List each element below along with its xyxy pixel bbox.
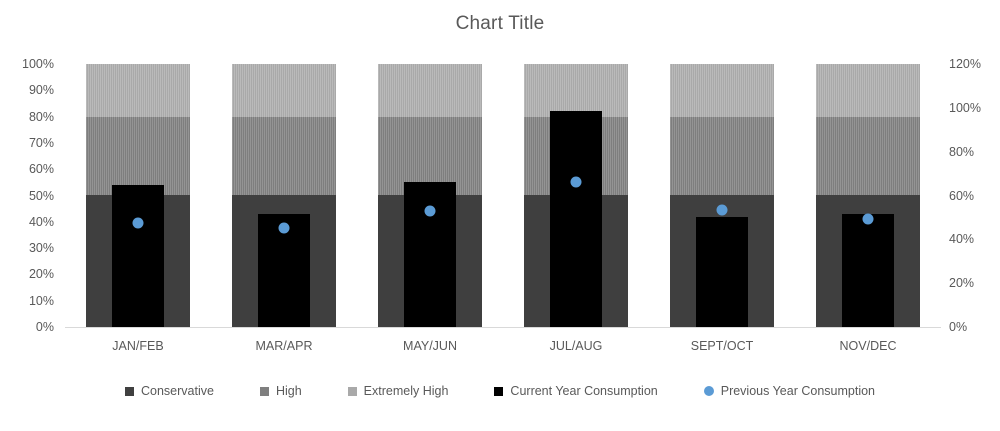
right-y-axis-tick-label: 80% bbox=[949, 144, 975, 159]
legend-label: Extremely High bbox=[363, 384, 449, 398]
left-y-axis-tick-label: 10% bbox=[28, 293, 54, 308]
x-axis-label: SEPT/OCT bbox=[690, 339, 754, 353]
right-y-axis-tick-label: 40% bbox=[949, 232, 975, 247]
left-y-axis-tick-label: 90% bbox=[28, 83, 54, 98]
x-axis-label: JAN/FEB bbox=[112, 339, 164, 353]
stacked-segment-high bbox=[86, 116, 190, 196]
legend-label: Conservative bbox=[141, 384, 214, 398]
stacked-segment-high bbox=[232, 116, 336, 196]
right-y-axis-tick-label: 0% bbox=[949, 320, 968, 334]
left-y-axis-tick-label: 60% bbox=[28, 162, 54, 177]
stacked-bar bbox=[86, 64, 190, 327]
current-year-bar bbox=[550, 111, 602, 327]
current-year-bar bbox=[842, 213, 894, 327]
right-y-axis: 120% 100% 80% 60% 40% 20% 0% bbox=[949, 57, 999, 334]
right-y-axis-tick-label: 60% bbox=[949, 188, 975, 203]
previous-year-dot bbox=[424, 205, 436, 217]
previous-year-dot bbox=[862, 213, 874, 225]
x-axis-label: MAR/APR bbox=[255, 339, 313, 353]
legend-marker-square bbox=[494, 386, 504, 396]
legend-marker-square bbox=[347, 386, 357, 396]
x-axis: JAN/FEB MAR/APR MAY/JUN JUL/AUG SEPT/OCT NOV/… bbox=[65, 339, 941, 353]
stacked-segment-extremely-high bbox=[670, 64, 774, 117]
stacked-segment-extremely-high bbox=[378, 64, 482, 117]
category-cell bbox=[503, 64, 649, 327]
left-y-axis-tick-label: 50% bbox=[28, 188, 54, 203]
right-y-axis-tick-label: 120% bbox=[949, 57, 981, 71]
left-y-axis-tick-label: 20% bbox=[28, 267, 54, 282]
chart-title: Chart Title bbox=[455, 13, 545, 34]
previous-year-dot bbox=[132, 217, 144, 229]
left-y-axis-tick-label: 30% bbox=[28, 241, 54, 256]
stacked-segment-extremely-high bbox=[86, 64, 190, 117]
left-y-axis-tick-label: 70% bbox=[28, 135, 54, 150]
legend-item: High bbox=[259, 384, 302, 398]
plot-area bbox=[65, 64, 941, 328]
category-cell bbox=[211, 64, 357, 327]
right-y-axis-tick-label: 20% bbox=[949, 276, 975, 291]
left-y-axis-tick-label: 0% bbox=[35, 320, 54, 334]
legend-label: Previous Year Consumption bbox=[720, 384, 875, 398]
category-cell bbox=[65, 64, 211, 327]
left-y-axis-tick-label: 100% bbox=[22, 57, 54, 71]
legend-label: High bbox=[275, 384, 302, 398]
legend-item: Extremely High bbox=[347, 384, 449, 398]
x-axis-label: MAY/JUN bbox=[403, 339, 457, 353]
legend-item: Previous Year Consumption bbox=[703, 384, 875, 398]
stacked-segment-high bbox=[816, 116, 920, 196]
left-y-axis-tick-label: 40% bbox=[28, 214, 54, 229]
stacked-segment-high bbox=[378, 116, 482, 196]
stacked-segment-extremely-high bbox=[232, 64, 336, 117]
stacked-segment-high bbox=[670, 116, 774, 196]
right-y-axis-tick-label: 100% bbox=[949, 100, 981, 115]
x-axis-label: JUL/AUG bbox=[549, 339, 603, 353]
legend-marker-square bbox=[259, 386, 269, 396]
category-cell bbox=[357, 64, 503, 327]
stacked-segment-extremely-high bbox=[816, 64, 920, 117]
category-cell bbox=[649, 64, 795, 327]
current-year-bar bbox=[112, 184, 164, 327]
legend-marker-square bbox=[125, 386, 134, 396]
legend-marker-circle bbox=[703, 386, 714, 396]
stacked-segment-extremely-high bbox=[524, 64, 628, 117]
category-cell bbox=[795, 64, 941, 327]
previous-year-dot bbox=[278, 222, 290, 234]
current-year-bar bbox=[404, 182, 456, 327]
legend-item: Current Year Consumption bbox=[494, 384, 658, 398]
previous-year-dot bbox=[570, 176, 582, 188]
left-y-axis: 100% 90% 80% 70% 60% 50% 40% 30% 20% 10% 0% bbox=[0, 57, 56, 334]
legend-item: Conservative bbox=[125, 384, 214, 398]
x-axis-label: NOV/DEC bbox=[839, 339, 897, 353]
legend: Conservative High Extremely High Current Ye… bbox=[0, 384, 1000, 398]
left-y-axis-tick-label: 80% bbox=[28, 109, 54, 124]
current-year-bar bbox=[696, 216, 748, 327]
previous-year-dot bbox=[716, 204, 728, 216]
legend-label: Current Year Consumption bbox=[510, 384, 658, 398]
